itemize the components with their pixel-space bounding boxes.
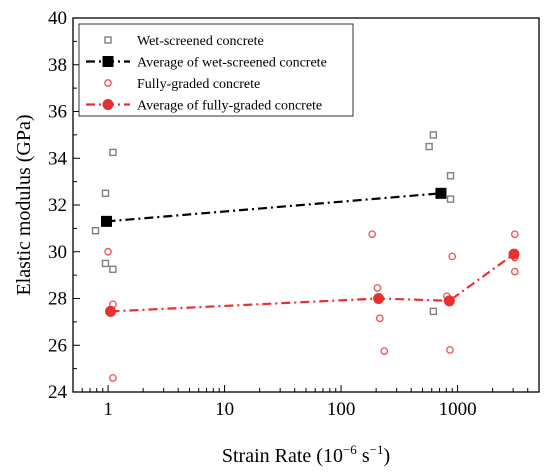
legend-label: Average of wet-screened concrete <box>137 56 327 71</box>
data-point <box>109 265 117 273</box>
x-axis-title-main: Strain Rate (10 <box>222 445 343 467</box>
x-axis-title-sup2: −1 <box>370 442 384 457</box>
x-axis-title-end: ) <box>383 445 390 467</box>
data-point <box>448 252 457 261</box>
x-axis-title-mid: s <box>357 445 370 467</box>
legend-marker <box>102 99 114 110</box>
data-point <box>429 131 438 139</box>
data-point <box>105 305 117 317</box>
x-tick-label: 10 <box>215 399 234 420</box>
series-line <box>110 253 515 313</box>
legend-marker <box>102 56 114 67</box>
x-axis-ticks: 1 10 100 1000 <box>72 385 540 420</box>
series-3 <box>104 230 519 382</box>
data-point <box>443 295 455 307</box>
data-point <box>446 346 454 354</box>
data-point <box>373 293 385 304</box>
data-point <box>508 248 520 260</box>
y-tick-label: 28 <box>48 289 67 310</box>
legend-entry: Fully-graded concrete <box>104 77 260 92</box>
legend-entry: Wet-screened concrete <box>104 34 264 49</box>
data-point <box>380 347 389 355</box>
data-point <box>101 189 110 198</box>
y-axis-ticks: 24 26 28 30 32 34 36 38 40 <box>48 8 80 403</box>
data-point <box>101 215 113 227</box>
x-tick-label: 1 <box>103 399 113 420</box>
data-point <box>104 247 112 256</box>
y-tick-label: 26 <box>48 335 67 356</box>
legend-label: Wet-screened concrete <box>137 34 264 49</box>
series-line <box>106 192 441 223</box>
x-axis-title-sup: −6 <box>343 442 357 457</box>
y-tick-label: 40 <box>48 8 67 29</box>
legend-label: Average of fully-graded concrete <box>137 99 322 114</box>
legend: Wet-screened concrete Average of wet-scre… <box>78 23 354 117</box>
legend-marker <box>104 79 112 87</box>
legend-marker <box>104 36 112 44</box>
series-4 <box>105 248 520 317</box>
series-1 <box>91 131 455 316</box>
y-tick-label: 30 <box>48 242 67 263</box>
y-tick-label: 32 <box>48 195 67 216</box>
x-tick-label: 1000 <box>439 399 477 420</box>
data-point <box>368 230 377 239</box>
legend-entry: Average of fully-graded concrete <box>86 99 322 114</box>
y-axis-title: Elastic modulus (GPa) <box>13 114 35 295</box>
series-2 <box>101 187 447 227</box>
data-point <box>373 284 382 292</box>
data-point <box>109 148 117 157</box>
data-point <box>510 267 519 276</box>
y-tick-label: 36 <box>48 102 67 123</box>
y-tick-label: 24 <box>48 382 68 403</box>
x-axis-title: Strain Rate (10−6 s−1) <box>222 442 390 467</box>
data-point <box>510 230 519 239</box>
data-point <box>109 374 117 382</box>
y-tick-label: 38 <box>48 55 67 76</box>
data-point <box>435 187 447 199</box>
data-point <box>91 227 100 235</box>
legend-box <box>78 23 354 117</box>
data-point <box>375 314 384 323</box>
legend-entry: Average of wet-screened concrete <box>86 56 327 71</box>
data-point <box>425 142 433 151</box>
data-point <box>446 172 455 180</box>
data-point <box>101 259 110 268</box>
data-point <box>446 195 455 203</box>
series-layer <box>91 131 520 382</box>
data-point <box>429 307 438 316</box>
legend-label: Fully-graded concrete <box>137 77 260 92</box>
y-tick-label: 34 <box>48 148 68 169</box>
x-tick-label: 100 <box>327 399 356 420</box>
